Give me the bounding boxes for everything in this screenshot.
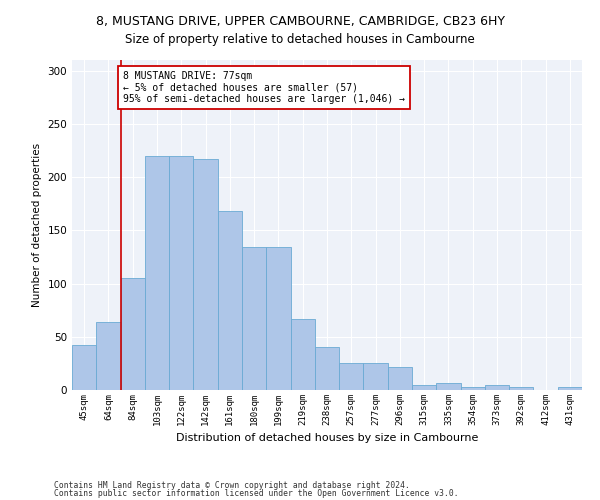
Bar bbox=[364, 364, 388, 390]
Text: Contains public sector information licensed under the Open Government Licence v3: Contains public sector information licen… bbox=[54, 489, 458, 498]
Bar bbox=[242, 248, 266, 390]
Bar bbox=[72, 346, 96, 390]
Bar bbox=[558, 387, 582, 390]
Bar bbox=[461, 387, 485, 390]
Bar bbox=[193, 159, 218, 390]
Bar bbox=[266, 248, 290, 390]
Bar bbox=[96, 322, 121, 390]
Y-axis label: Number of detached properties: Number of detached properties bbox=[32, 143, 42, 307]
Bar bbox=[145, 156, 169, 390]
Bar bbox=[388, 366, 412, 390]
Bar bbox=[509, 387, 533, 390]
Text: Size of property relative to detached houses in Cambourne: Size of property relative to detached ho… bbox=[125, 32, 475, 46]
Bar bbox=[485, 384, 509, 390]
Bar bbox=[339, 364, 364, 390]
X-axis label: Distribution of detached houses by size in Cambourne: Distribution of detached houses by size … bbox=[176, 434, 478, 444]
Bar bbox=[121, 278, 145, 390]
Text: 8 MUSTANG DRIVE: 77sqm
← 5% of detached houses are smaller (57)
95% of semi-deta: 8 MUSTANG DRIVE: 77sqm ← 5% of detached … bbox=[123, 70, 405, 104]
Text: Contains HM Land Registry data © Crown copyright and database right 2024.: Contains HM Land Registry data © Crown c… bbox=[54, 480, 410, 490]
Text: 8, MUSTANG DRIVE, UPPER CAMBOURNE, CAMBRIDGE, CB23 6HY: 8, MUSTANG DRIVE, UPPER CAMBOURNE, CAMBR… bbox=[95, 15, 505, 28]
Bar bbox=[169, 156, 193, 390]
Bar bbox=[290, 318, 315, 390]
Bar bbox=[315, 348, 339, 390]
Bar bbox=[218, 211, 242, 390]
Bar bbox=[412, 384, 436, 390]
Bar bbox=[436, 382, 461, 390]
